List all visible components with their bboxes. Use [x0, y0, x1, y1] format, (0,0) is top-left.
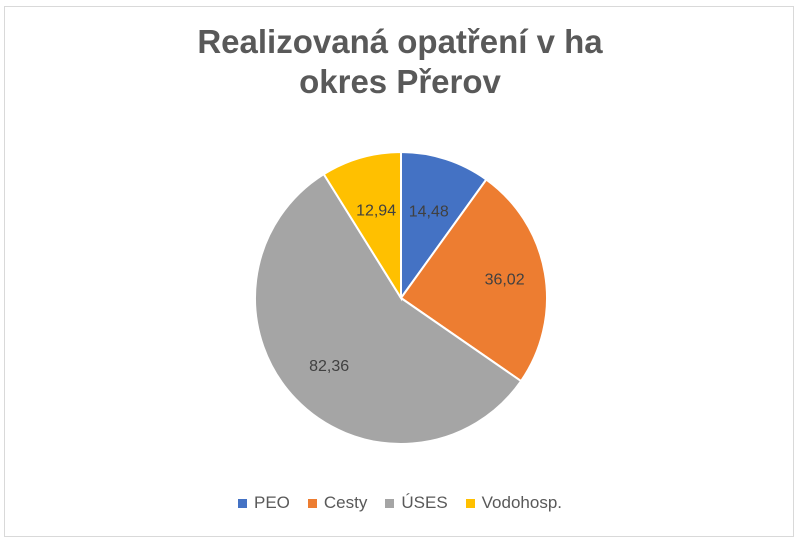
data-label-vodohosp: 12,94 [356, 202, 396, 219]
pie-slice-uses [254, 172, 523, 445]
pie-slice-cesty [399, 178, 548, 383]
pie-slice-peo [400, 150, 488, 302]
chart-title-line-2: okres Přerov [299, 63, 501, 100]
data-label-peo: 14,48 [409, 203, 449, 220]
data-label-cesty: 36,02 [485, 272, 525, 289]
legend-label-vodohosp: Vodohosp. [481, 493, 563, 512]
pie-slices [254, 150, 548, 445]
legend-item-uses: ÚSES [385, 493, 448, 513]
legend-label-peo: PEO [253, 493, 290, 512]
chart-title-line-1: Realizovaná opatření v ha [197, 23, 603, 60]
pie-data-labels: 14,48 36,02 82,36 12,94 [309, 202, 525, 375]
legend-swatch-peo [237, 498, 247, 508]
legend: PEO Cesty ÚSES Vodohosp. [0, 493, 800, 513]
legend-swatch-vodohosp [465, 498, 475, 508]
legend-label-cesty: Cesty [323, 493, 368, 512]
chart-title: Realizovaná opatření v ha okres Přerov [0, 22, 800, 102]
legend-item-cesty: Cesty [307, 493, 368, 513]
legend-item-vodohosp: Vodohosp. [465, 493, 563, 513]
legend-swatch-cesty [307, 498, 317, 508]
pie-slice-vodohosp [322, 150, 402, 302]
legend-item-peo: PEO [237, 493, 290, 513]
legend-swatch-uses [385, 498, 395, 508]
legend-label-uses: ÚSES [401, 493, 448, 512]
data-label-uses: 82,36 [309, 358, 349, 375]
